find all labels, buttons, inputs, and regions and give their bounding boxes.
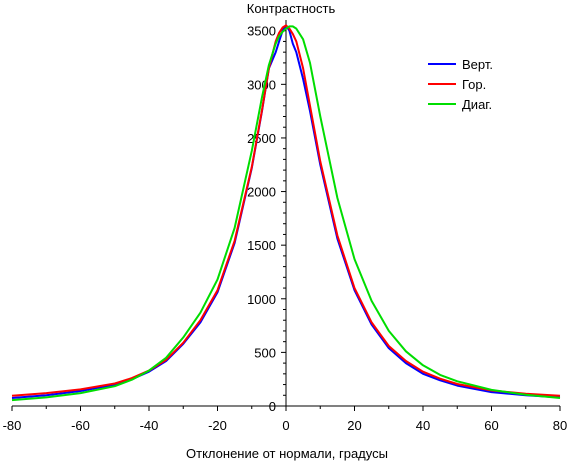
legend-label: Гор. xyxy=(462,77,486,92)
x-tick-label: 80 xyxy=(553,418,567,433)
x-tick-label: -20 xyxy=(208,418,227,433)
legend-label: Верт. xyxy=(462,57,493,72)
y-axis-title: Контрастность xyxy=(247,1,336,16)
y-tick-label: 2500 xyxy=(247,131,276,146)
axes: -80 -60 -40 -20 0 20 40 60 80 0 500 1000 1500 2000 250… xyxy=(3,20,567,433)
y-tick-label: 3500 xyxy=(247,24,276,39)
x-tick-label: 60 xyxy=(484,418,498,433)
y-tick-label: 0 xyxy=(269,399,276,414)
y-tick-label: 2000 xyxy=(247,185,276,200)
series-line- xyxy=(11,25,561,402)
x-tick-label: -60 xyxy=(71,418,90,433)
series-line- xyxy=(11,24,561,397)
x-tick-label: 20 xyxy=(347,418,361,433)
x-tick-label: -40 xyxy=(140,418,159,433)
x-tick-label: 0 xyxy=(282,418,289,433)
legend-label: Диаг. xyxy=(462,97,492,112)
x-axis-title: Отклонение от нормали, градусы xyxy=(186,446,388,461)
x-tick-label: -80 xyxy=(3,418,22,433)
series-layer xyxy=(11,24,561,402)
y-tick-label: 500 xyxy=(254,345,276,360)
y-tick-label: 1000 xyxy=(247,292,276,307)
y-tick-label: 3000 xyxy=(247,77,276,92)
legend: Верт. Гор. Диаг. xyxy=(428,57,493,112)
x-tick-label: 40 xyxy=(416,418,430,433)
y-tick-label: 1500 xyxy=(247,238,276,253)
